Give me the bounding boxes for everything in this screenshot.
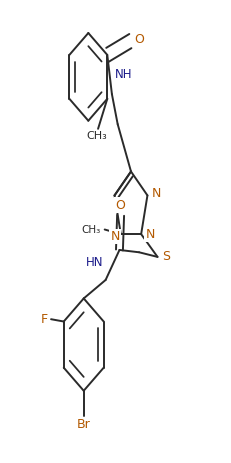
Text: S: S bbox=[161, 250, 169, 263]
Text: O: O bbox=[134, 33, 144, 46]
Text: HN: HN bbox=[85, 256, 103, 269]
Text: N: N bbox=[151, 187, 160, 200]
Text: N: N bbox=[110, 230, 119, 243]
Text: Br: Br bbox=[76, 418, 90, 431]
Text: CH₃: CH₃ bbox=[86, 131, 107, 141]
Text: NH: NH bbox=[115, 68, 132, 81]
Text: O: O bbox=[115, 199, 125, 212]
Text: F: F bbox=[41, 313, 48, 325]
Text: CH₃: CH₃ bbox=[81, 225, 100, 234]
Text: N: N bbox=[145, 228, 154, 241]
